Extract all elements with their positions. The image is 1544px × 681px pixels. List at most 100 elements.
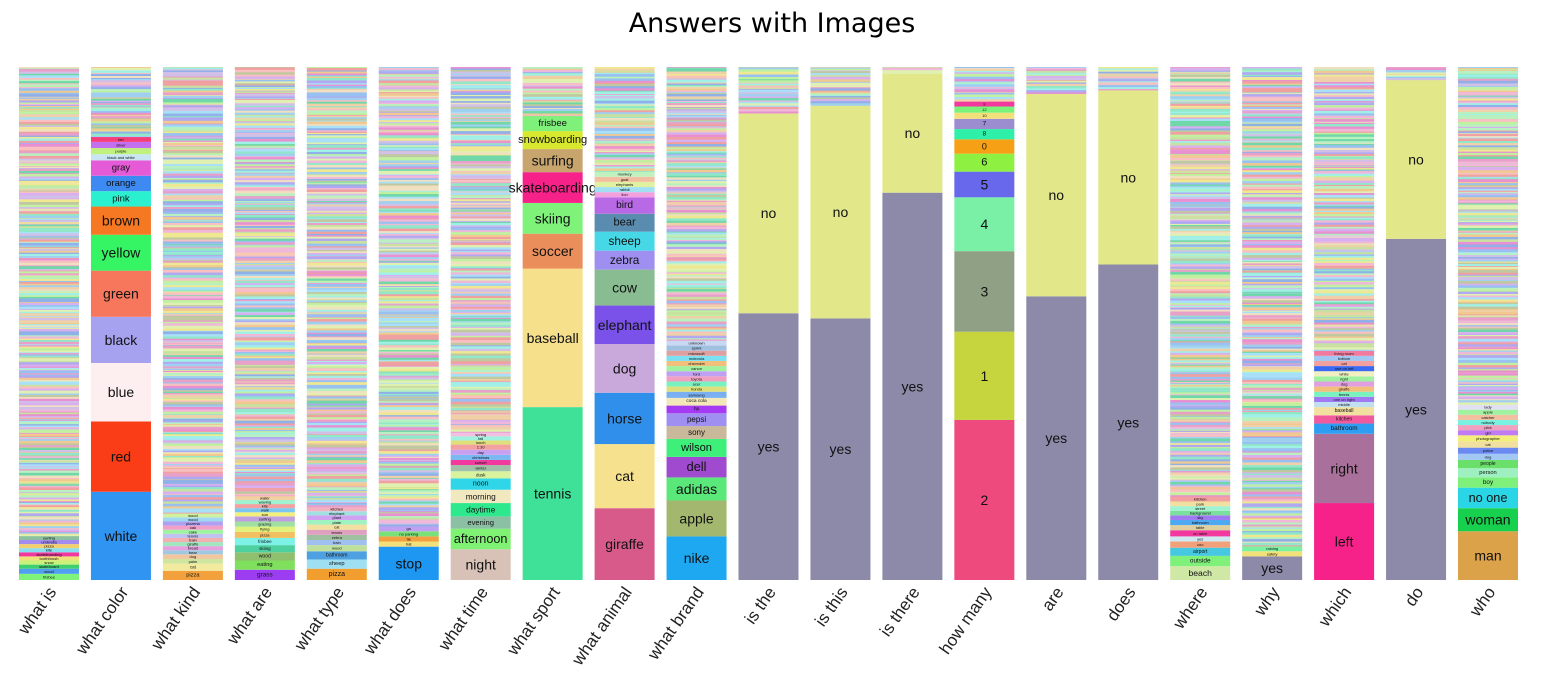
tail-stripe xyxy=(162,464,223,468)
tail-stripe xyxy=(378,91,439,94)
tail-stripe xyxy=(954,87,1015,90)
tail-stripe xyxy=(19,429,79,431)
tail-stripe xyxy=(1242,366,1303,370)
tail-stripe xyxy=(450,274,511,277)
tail-stripe xyxy=(162,206,223,209)
tail-stripe xyxy=(1458,172,1518,175)
tail-stripe xyxy=(306,375,367,378)
tail-stripe xyxy=(378,482,439,486)
tail-stripe xyxy=(378,137,439,139)
tail-stripe xyxy=(378,287,439,290)
tail-stripe xyxy=(1242,443,1303,446)
tail-stripe xyxy=(306,197,367,199)
tail-stripe xyxy=(450,395,511,398)
tail-stripe xyxy=(234,190,295,194)
tail-stripe xyxy=(234,67,295,68)
tail-stripe xyxy=(1242,217,1303,219)
tail-stripe xyxy=(234,121,295,123)
tail-stripe xyxy=(450,100,511,103)
tail-stripe xyxy=(1170,118,1231,121)
segment-label-what-does-4: go xyxy=(407,526,412,531)
tail-stripe xyxy=(378,291,439,295)
segment-who-7 xyxy=(1458,447,1518,454)
tail-stripe xyxy=(1170,168,1231,171)
tail-stripe xyxy=(1314,329,1375,332)
tail-stripe xyxy=(1170,292,1231,295)
tail-stripe xyxy=(378,95,439,98)
tail-stripe xyxy=(1242,99,1303,102)
tail-stripe xyxy=(450,267,511,269)
tail-stripe xyxy=(450,373,511,377)
tail-stripe xyxy=(378,450,439,454)
tail-stripe xyxy=(378,305,439,309)
tail-stripe xyxy=(378,317,439,319)
tail-stripe xyxy=(666,132,727,135)
tail-stripe xyxy=(378,215,439,218)
tail-stripe xyxy=(234,217,295,221)
tail-stripe xyxy=(810,72,871,75)
tail-stripe xyxy=(378,256,439,260)
tail-stripe xyxy=(450,272,511,275)
tail-stripe xyxy=(666,204,727,206)
tail-stripe xyxy=(1242,526,1303,528)
tail-stripe xyxy=(1242,285,1303,289)
tail-stripe xyxy=(1170,157,1231,161)
tail-stripe xyxy=(522,108,583,112)
tail-stripe xyxy=(450,178,511,180)
tail-stripe xyxy=(306,116,367,119)
tail-stripe xyxy=(1242,491,1303,495)
tail-stripe xyxy=(450,145,511,149)
tail-stripe xyxy=(1170,386,1231,388)
tail-stripe xyxy=(19,96,79,98)
segment-what-is-4 xyxy=(19,556,79,561)
tail-stripe xyxy=(162,453,223,455)
tail-stripe xyxy=(19,444,79,446)
tail-stripe xyxy=(1242,85,1303,87)
tail-stripe xyxy=(306,307,367,310)
segment-label-what-brand-17: microsoft xyxy=(688,351,705,356)
tail-stripe xyxy=(19,468,79,471)
tail-stripe xyxy=(378,156,439,160)
segment-label-are-0: yes xyxy=(1045,430,1067,446)
tail-stripe xyxy=(306,330,367,333)
tail-stripe xyxy=(594,170,655,172)
segment-what-are-4 xyxy=(234,537,295,546)
tail-stripe xyxy=(378,366,439,369)
tail-stripe xyxy=(378,183,439,186)
tail-stripe xyxy=(306,289,367,293)
tail-stripe xyxy=(306,202,367,205)
tail-stripe xyxy=(1458,102,1518,105)
tail-stripe xyxy=(234,366,295,369)
tail-stripe xyxy=(1458,67,1518,68)
column-what-kind: pizzacatpalmdogbearbreadgiraffetraintenn… xyxy=(162,67,223,580)
tail-stripe xyxy=(666,162,727,166)
tail-stripe xyxy=(1242,186,1303,190)
tail-stripe xyxy=(162,272,223,276)
segment-label-how-many-2: 3 xyxy=(980,283,988,299)
tail-stripe xyxy=(306,149,367,152)
segment-label-why-0: yes xyxy=(1261,560,1283,576)
tail-stripe xyxy=(306,399,367,401)
tail-stripe xyxy=(234,439,295,442)
tail-stripe xyxy=(1242,112,1303,115)
tail-stripe xyxy=(738,67,799,68)
tail-stripe xyxy=(19,351,79,354)
tail-stripe xyxy=(522,107,583,109)
tail-stripe xyxy=(19,322,79,325)
tail-stripe xyxy=(450,216,511,218)
tail-stripe xyxy=(19,204,79,207)
tail-stripe xyxy=(1170,402,1231,405)
tail-stripe xyxy=(234,167,295,169)
tail-stripe xyxy=(162,348,223,352)
segment-label-what-are-2: wood xyxy=(259,553,271,559)
tail-stripe xyxy=(1458,149,1518,152)
tail-stripe xyxy=(306,433,367,435)
tail-stripe xyxy=(522,85,583,87)
tail-stripe xyxy=(666,108,727,111)
tail-stripe xyxy=(1242,67,1303,69)
tail-stripe xyxy=(1170,147,1231,150)
tail-stripe xyxy=(306,379,367,383)
tail-stripe xyxy=(378,303,439,306)
segment-label-what-type-7: cat xyxy=(334,525,340,530)
